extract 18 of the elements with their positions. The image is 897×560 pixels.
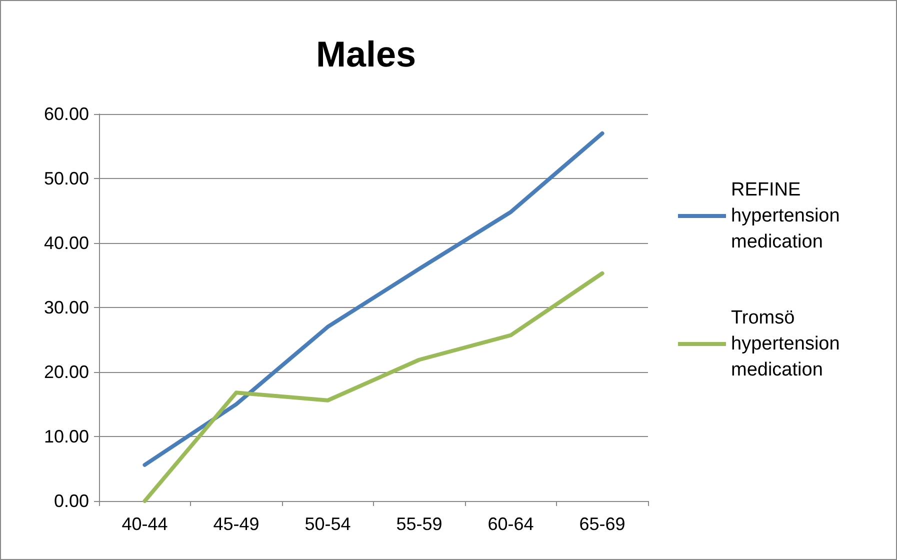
- legend-label: REFINE hypertension medication: [731, 180, 846, 252]
- y-tick-label: 60.00: [44, 104, 89, 124]
- x-tick-label: 45-49: [213, 514, 260, 534]
- x-tick-label: 60-64: [488, 514, 534, 534]
- chart-title: Males: [316, 34, 416, 74]
- x-tick-label: 65-69: [579, 514, 626, 534]
- line-series: [142, 131, 604, 467]
- y-tick-label: 40.00: [44, 233, 89, 253]
- y-tick-label: 0.00: [54, 491, 89, 511]
- y-tick-label: 50.00: [44, 168, 89, 188]
- y-tick-label: 30.00: [44, 298, 89, 318]
- x-tick-label: 50-54: [304, 514, 351, 534]
- x-tick-label: 40-44: [122, 514, 168, 534]
- legend-label: Tromsö hypertension medication: [731, 308, 846, 380]
- y-tick-label: 20.00: [44, 362, 89, 382]
- line-series: [142, 271, 604, 503]
- x-tick-label: 55-59: [396, 514, 442, 534]
- y-tick-label: 10.00: [44, 426, 89, 446]
